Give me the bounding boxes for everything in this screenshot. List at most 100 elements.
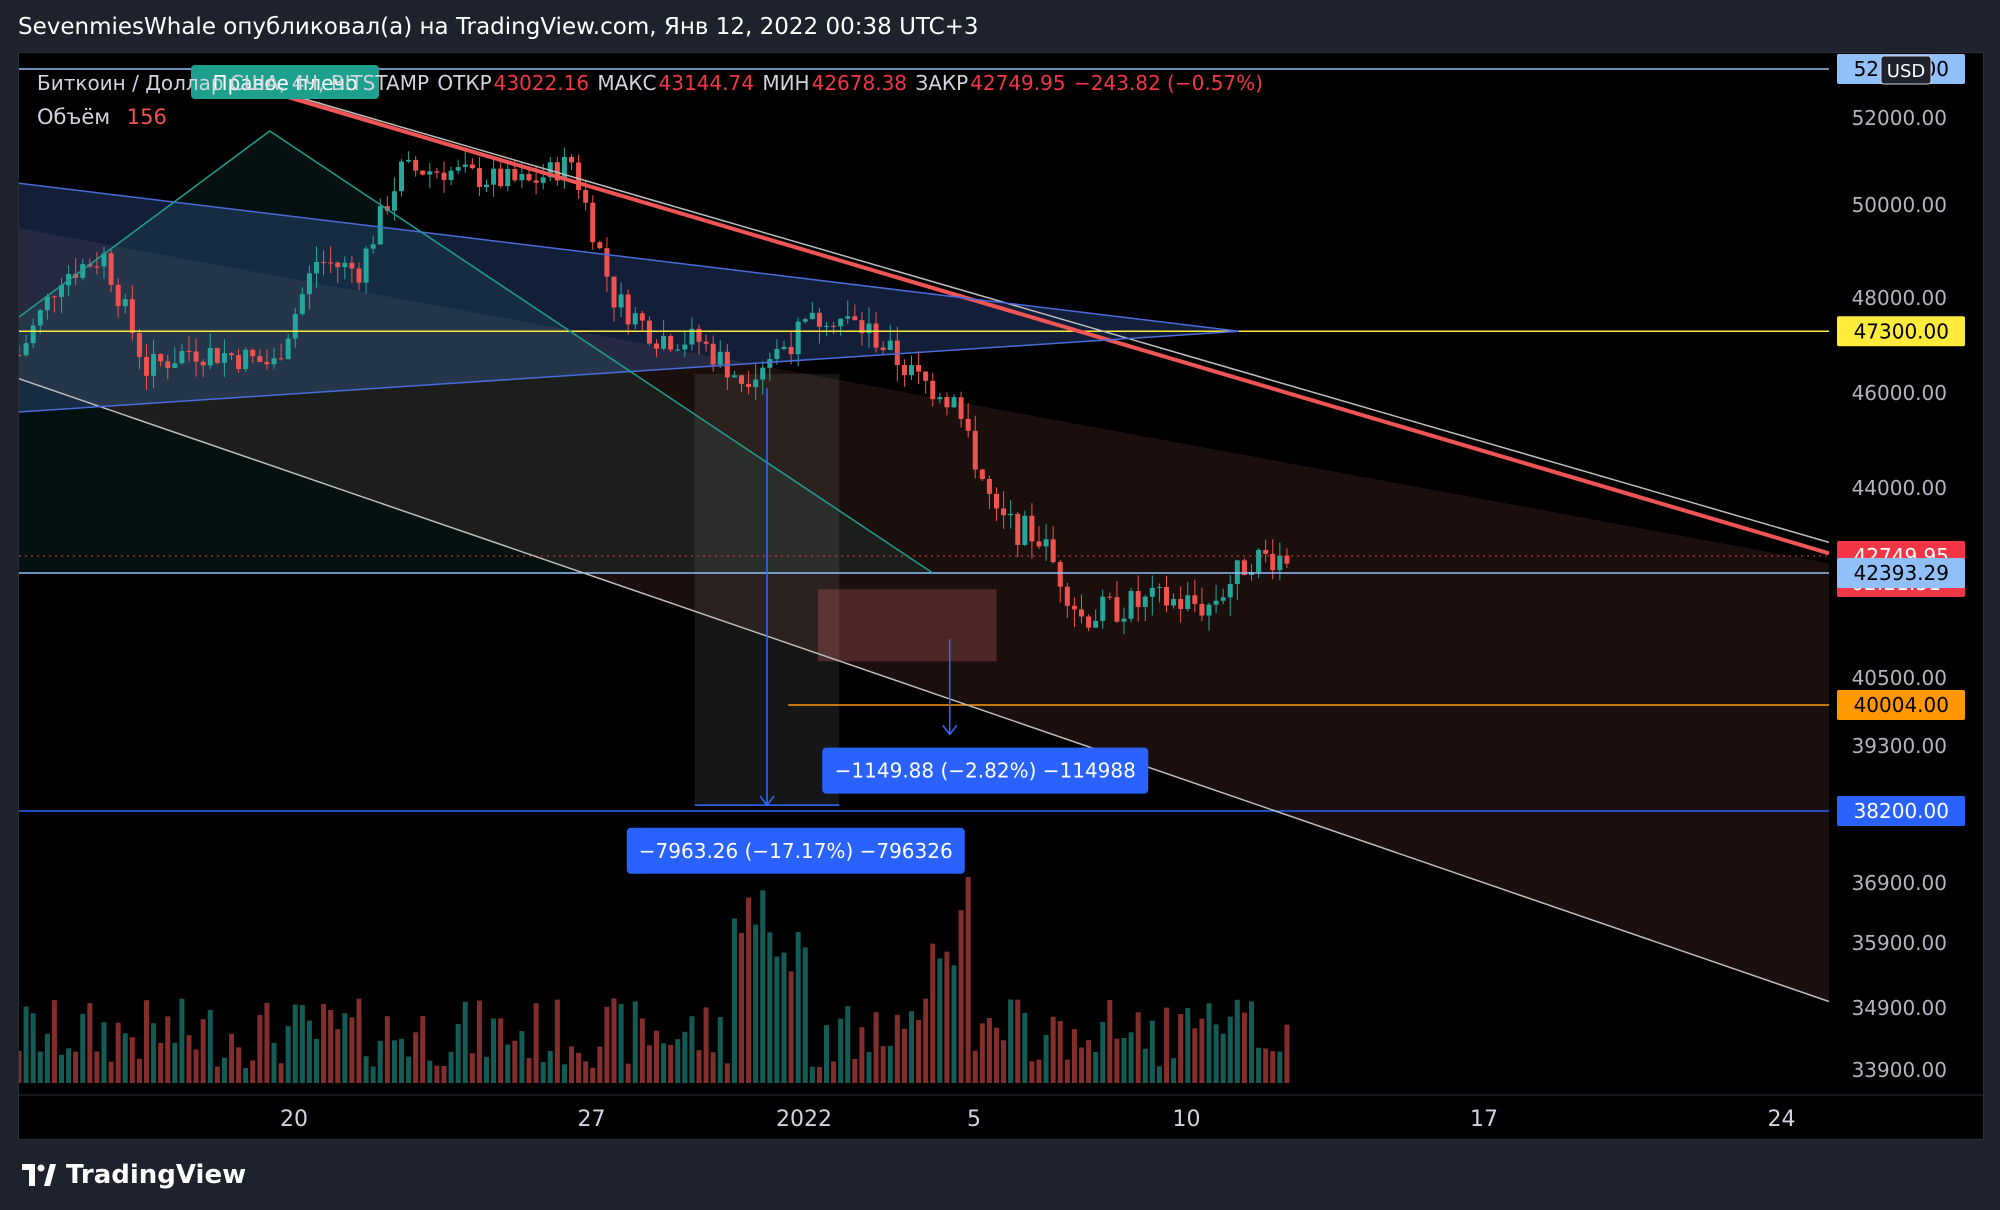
candle xyxy=(1234,559,1240,601)
volume-bar xyxy=(1114,1038,1120,1083)
volume-bar xyxy=(1093,1052,1099,1083)
candle-body xyxy=(816,312,822,327)
candle xyxy=(668,333,674,352)
volume-bar xyxy=(406,1056,412,1083)
candle-body xyxy=(526,174,532,181)
volume-bar xyxy=(314,1038,319,1083)
price-chart[interactable]: Правое плечо −1149.88 (−2.82%) −114988 −79… xyxy=(19,53,1983,1139)
candle xyxy=(1043,523,1049,561)
volume-bar xyxy=(802,947,808,1083)
volume-bar xyxy=(852,1058,858,1083)
volume-bar xyxy=(243,1067,249,1083)
chart-frame[interactable]: Правое плечо −1149.88 (−2.82%) −114988 −79… xyxy=(18,52,1984,1140)
candle xyxy=(30,318,36,348)
candle xyxy=(1171,593,1177,609)
volume-bar xyxy=(236,1047,242,1083)
candle xyxy=(1093,609,1099,628)
candle xyxy=(278,343,284,361)
candle-body xyxy=(703,341,709,344)
volume-bar xyxy=(1199,1018,1205,1083)
candle xyxy=(1213,584,1219,613)
candle xyxy=(923,370,929,394)
candle-body xyxy=(916,365,922,372)
candle xyxy=(1029,503,1035,559)
volume-bar xyxy=(1015,999,1021,1083)
candle xyxy=(554,156,560,186)
candle xyxy=(909,355,914,381)
volume-bar xyxy=(441,1065,447,1083)
volume-bar xyxy=(845,1006,851,1083)
candle-body xyxy=(1220,597,1226,601)
candle xyxy=(824,322,829,337)
volume-bar xyxy=(1022,1012,1028,1083)
volume-bar xyxy=(384,1016,390,1083)
candle-body xyxy=(561,156,567,181)
candle-body xyxy=(19,355,22,356)
high-value: 43144.74 xyxy=(658,71,754,95)
price-label-bg-orange-level xyxy=(1837,690,1965,720)
candle-body xyxy=(682,344,688,350)
candle xyxy=(59,278,64,313)
candle-body xyxy=(1036,541,1042,547)
candle-body xyxy=(632,313,638,325)
channel-upper-line xyxy=(201,68,1830,544)
pattern-label: Правое плечо xyxy=(213,71,358,95)
volume-bar xyxy=(1086,1040,1092,1083)
volume-bar xyxy=(873,1012,879,1083)
y-tick-label: 36900.00 xyxy=(1852,871,1947,895)
candle xyxy=(158,353,164,367)
volume-bar xyxy=(654,1030,659,1083)
volume-bar xyxy=(328,1009,334,1083)
tradingview-footer[interactable]: TradingView xyxy=(22,1160,246,1190)
candle xyxy=(873,312,879,353)
candle-body xyxy=(37,310,43,326)
candle xyxy=(831,321,837,335)
close-value: 42749.95 xyxy=(970,71,1066,95)
y-tick-label: 48000.00 xyxy=(1852,286,1947,310)
volume-bar xyxy=(1029,1061,1035,1083)
volume-bar xyxy=(1284,1024,1290,1083)
candle xyxy=(462,150,468,173)
volume-bar xyxy=(1071,1029,1077,1083)
measure-arrow-small-head xyxy=(942,724,958,736)
candle-body xyxy=(689,328,695,345)
volume-bar xyxy=(1079,1047,1084,1083)
candle xyxy=(427,162,433,189)
candle-body xyxy=(1029,515,1035,542)
volume-bar xyxy=(916,1019,922,1083)
x-tick-label: 17 xyxy=(1470,1107,1498,1132)
volume-bar xyxy=(781,952,787,1083)
candle-body xyxy=(264,361,270,365)
volume-bar xyxy=(887,1045,893,1083)
volume-bar xyxy=(816,1067,822,1083)
candle xyxy=(1008,500,1014,529)
open-value: 43022.16 xyxy=(493,71,590,95)
candle-body xyxy=(207,348,213,366)
volume-bar xyxy=(1135,1012,1141,1083)
candle xyxy=(1135,575,1141,622)
y-tick-label: 35900.00 xyxy=(1852,931,1947,955)
candle xyxy=(23,334,29,357)
candle xyxy=(370,235,376,254)
x-tick-label: 20 xyxy=(280,1107,308,1132)
symbol-legend: Биткоин / Доллар США, 4Ч, BITSTAMP ОТКР 4… xyxy=(37,71,1265,95)
volume-label: Объём xyxy=(37,105,111,129)
price-label-orange-level: 40004.00 xyxy=(1854,693,1949,717)
candle-body xyxy=(186,350,192,352)
volume-bar xyxy=(1178,1013,1184,1083)
candle-body xyxy=(859,320,865,334)
x-tick-label: 2022 xyxy=(776,1107,832,1132)
volume-bar xyxy=(1192,1028,1198,1083)
volume-bar xyxy=(285,1025,291,1083)
volume-bar xyxy=(1057,1021,1063,1083)
candle xyxy=(136,329,142,370)
volume-bar xyxy=(576,1052,582,1083)
volume-bar xyxy=(937,958,943,1083)
candle xyxy=(1149,575,1155,616)
candle xyxy=(94,252,100,275)
candle-body xyxy=(753,379,759,387)
volume-bar xyxy=(923,998,929,1083)
volume-bar xyxy=(717,1017,723,1083)
volume-bar xyxy=(1008,999,1014,1083)
candle-body xyxy=(427,171,433,175)
